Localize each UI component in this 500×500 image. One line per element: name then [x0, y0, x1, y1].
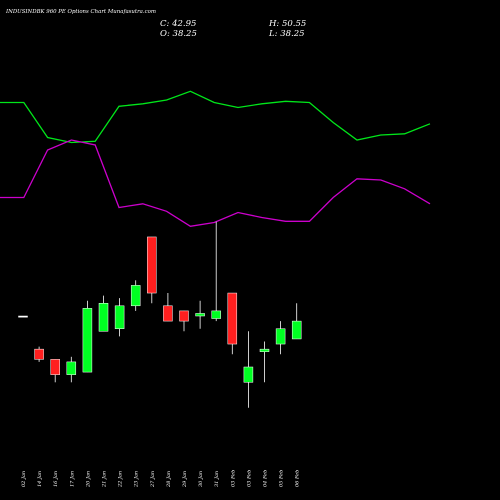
candle-7	[130, 280, 141, 311]
candle-body	[291, 320, 302, 340]
candle-body	[34, 348, 44, 360]
x-tick-label: 27 Jan	[150, 471, 156, 488]
x-tick-label: 29 Jan	[182, 471, 188, 488]
x-tick-label: 21 Jan	[102, 471, 108, 488]
candle-12	[211, 221, 221, 322]
x-tick-label: 22 Jan	[118, 471, 124, 488]
chart-title: INDUSINDBK 960 PE Options Chart Munafasu…	[6, 9, 156, 15]
candle-13	[227, 292, 238, 355]
candle-11	[195, 300, 205, 329]
candle-17	[291, 303, 302, 340]
x-tick-label: 30 Jan	[198, 471, 204, 487]
x-tick-label: 04 Feb	[263, 470, 269, 487]
x-tick-label: 02 Jan	[21, 471, 27, 487]
candles	[18, 221, 302, 408]
candle-body	[163, 305, 173, 322]
x-tick-label: 16 Jan	[53, 471, 59, 487]
x-tick-label: 20 Jan	[85, 471, 91, 488]
x-tick-label: 31 Jan	[214, 471, 220, 487]
candle-4	[82, 300, 93, 373]
candle-9	[163, 293, 173, 322]
candle-3	[66, 356, 77, 383]
candle-5	[98, 295, 109, 332]
candle-body	[211, 310, 221, 319]
candle-body	[66, 361, 77, 375]
candle-body	[18, 315, 28, 318]
candle-1	[34, 346, 44, 362]
x-tick-label: 14 Jan	[37, 471, 43, 487]
candle-body	[243, 366, 254, 383]
x-tick-label: 03 Feb	[230, 470, 236, 487]
open-value: O: 38.25	[160, 29, 197, 39]
candle-0	[18, 315, 28, 318]
candle-8	[147, 236, 157, 304]
candle-body	[98, 303, 109, 332]
candle-body	[195, 313, 205, 317]
x-tick-label: 06 Feb	[295, 470, 301, 487]
x-tick-label: 03 Feb	[246, 470, 252, 487]
indicator-lines	[0, 90, 431, 227]
candle-body	[275, 328, 286, 345]
candle-16	[275, 321, 286, 355]
candle-body	[82, 308, 93, 373]
candle-body	[227, 292, 238, 345]
candle-body	[130, 285, 141, 307]
x-tick-label: 17 Jan	[69, 471, 75, 487]
x-tick-label: 23 Jan	[134, 471, 140, 488]
candle-body	[114, 305, 125, 329]
candle-15	[259, 341, 270, 383]
low-value: L: 38.25	[269, 29, 305, 39]
candle-14	[243, 331, 254, 408]
candle-6	[114, 298, 125, 337]
x-tick-label: 05 Feb	[279, 470, 285, 487]
x-tick-label: 28 Jan	[166, 471, 172, 488]
candle-body	[147, 236, 157, 294]
candle-10	[179, 310, 189, 332]
upper-indicator-line	[0, 90, 431, 144]
candle-body	[179, 310, 189, 322]
candle-2	[50, 359, 60, 383]
candle-body	[50, 359, 60, 375]
high-value: H: 50.55	[269, 19, 307, 29]
lower-indicator-line	[0, 139, 431, 227]
candle-body	[259, 348, 270, 352]
x-axis-labels: 02 Jan 14 Jan 16 Jan 17 Jan 20 Jan 21 Jan 22 J…	[21, 470, 301, 488]
close-value: C: 42.95	[160, 19, 197, 29]
